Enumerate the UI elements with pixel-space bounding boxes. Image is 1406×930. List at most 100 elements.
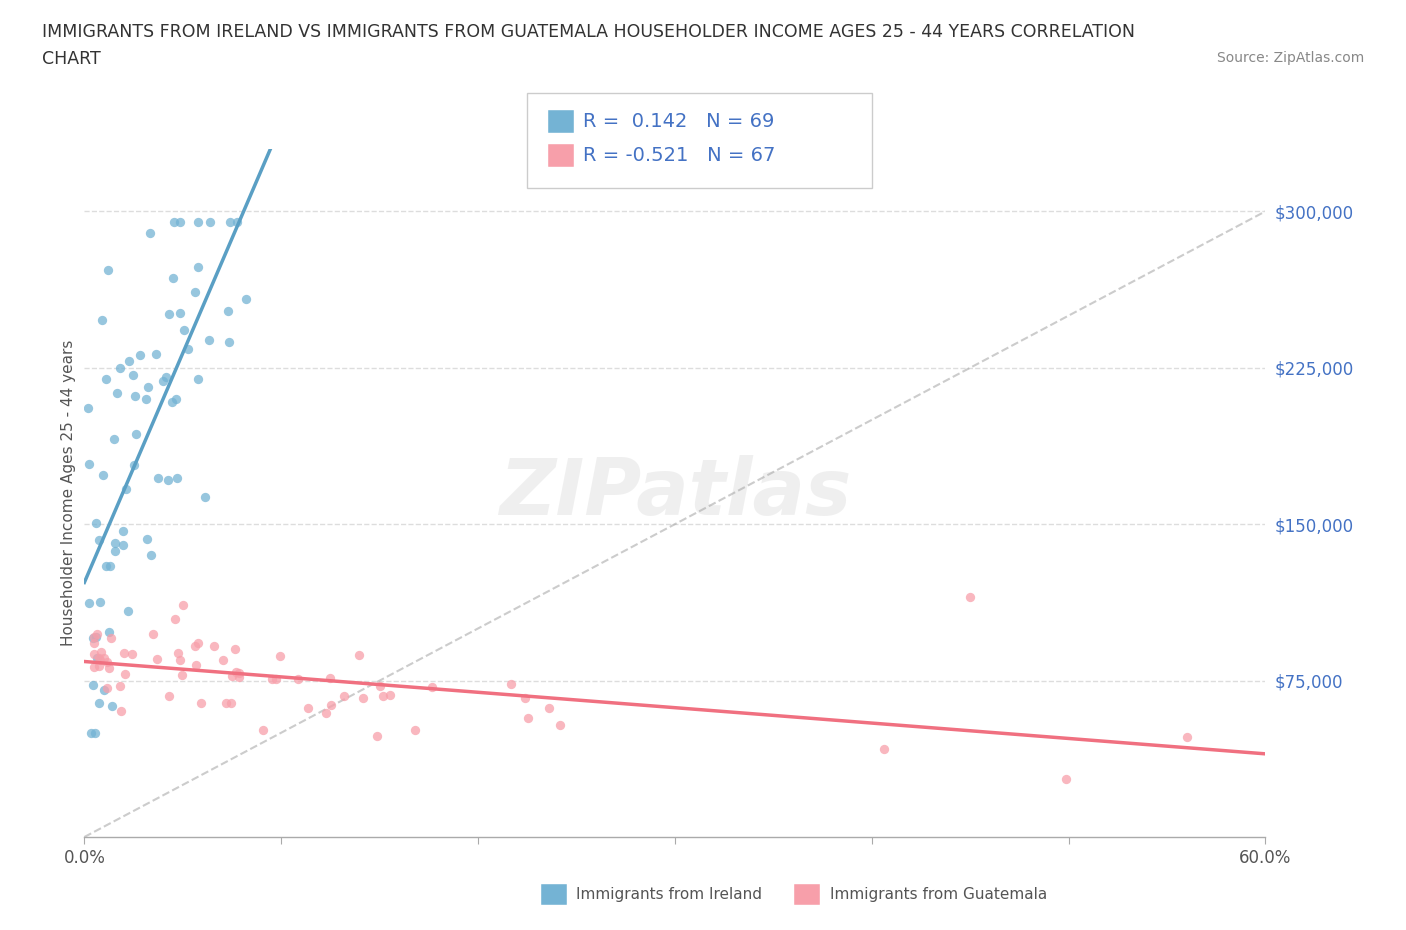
Point <box>221 669 243 684</box>
Point <box>156 472 179 487</box>
Point <box>135 392 157 407</box>
Text: Immigrants from Ireland: Immigrants from Ireland <box>576 887 762 902</box>
Point <box>122 458 145 472</box>
Point <box>91 467 114 482</box>
Point <box>420 679 443 694</box>
Point <box>319 671 342 685</box>
Point <box>194 489 217 504</box>
Point <box>378 687 401 702</box>
Point <box>217 303 239 318</box>
Point <box>190 696 212 711</box>
Point <box>139 225 162 240</box>
Point <box>177 342 200 357</box>
Point <box>187 636 209 651</box>
Point <box>315 706 337 721</box>
Point <box>212 652 235 667</box>
Point <box>287 671 309 686</box>
Point <box>172 668 194 683</box>
Point <box>136 379 159 394</box>
Point <box>103 432 125 446</box>
Point <box>112 645 135 660</box>
Point <box>83 659 105 674</box>
Text: R =  0.142   N = 69: R = 0.142 N = 69 <box>583 112 775 131</box>
Text: ZIPatlas: ZIPatlas <box>499 455 851 531</box>
Point <box>146 652 169 667</box>
Point <box>108 679 131 694</box>
Point <box>87 533 110 548</box>
Point <box>1054 771 1077 786</box>
Point <box>136 532 159 547</box>
Point <box>215 696 238 711</box>
Point <box>333 688 356 703</box>
Point <box>152 373 174 388</box>
Point <box>198 332 221 347</box>
Point <box>163 612 186 627</box>
Point <box>183 638 205 653</box>
Point <box>264 671 287 686</box>
Point <box>297 700 319 715</box>
Point <box>86 626 108 641</box>
Point <box>97 262 120 277</box>
Point <box>80 725 103 740</box>
Point <box>104 536 127 551</box>
Text: Immigrants from Guatemala: Immigrants from Guatemala <box>830 887 1047 902</box>
Point <box>173 323 195 338</box>
Point <box>172 598 194 613</box>
Point <box>97 624 120 639</box>
Point <box>104 544 127 559</box>
Point <box>108 360 131 375</box>
Point <box>226 214 249 229</box>
Point <box>228 670 250 684</box>
Point <box>198 214 221 229</box>
Point <box>142 627 165 642</box>
Point <box>96 655 118 670</box>
Point <box>352 691 374 706</box>
Point <box>184 285 207 299</box>
Point <box>517 711 540 725</box>
Point <box>228 666 250 681</box>
Point <box>89 659 111 674</box>
Point <box>115 482 138 497</box>
Point <box>252 723 274 737</box>
Point <box>224 642 246 657</box>
Point <box>162 271 184 286</box>
Point <box>122 367 145 382</box>
Point <box>219 214 242 229</box>
Point <box>83 646 105 661</box>
Point <box>89 652 111 667</box>
Text: R = -0.521   N = 67: R = -0.521 N = 67 <box>583 146 776 166</box>
Point <box>93 683 115 698</box>
Point <box>89 594 111 609</box>
Point <box>93 650 115 665</box>
Point <box>321 698 343 712</box>
Point <box>187 371 209 386</box>
Point <box>167 646 190 661</box>
Point <box>105 385 128 400</box>
Point <box>169 652 191 667</box>
Text: Source: ZipAtlas.com: Source: ZipAtlas.com <box>1216 51 1364 65</box>
Point <box>87 696 110 711</box>
Point <box>513 690 536 705</box>
Point <box>366 728 388 743</box>
Point <box>187 214 209 229</box>
Point <box>82 677 104 692</box>
Point <box>86 651 108 666</box>
Point <box>84 725 107 740</box>
Point <box>124 426 146 441</box>
Point <box>114 667 136 682</box>
Point <box>187 259 209 274</box>
Point <box>235 291 257 306</box>
Point <box>202 639 225 654</box>
Point <box>101 699 124 714</box>
Point <box>269 649 291 664</box>
Point <box>84 515 107 530</box>
Point <box>121 647 143 662</box>
Point <box>1175 729 1198 744</box>
Point <box>163 214 186 229</box>
Point <box>499 676 522 691</box>
Point <box>94 559 117 574</box>
Point <box>155 369 177 384</box>
Point <box>225 664 247 679</box>
Point <box>141 547 163 562</box>
Point <box>368 679 391 694</box>
